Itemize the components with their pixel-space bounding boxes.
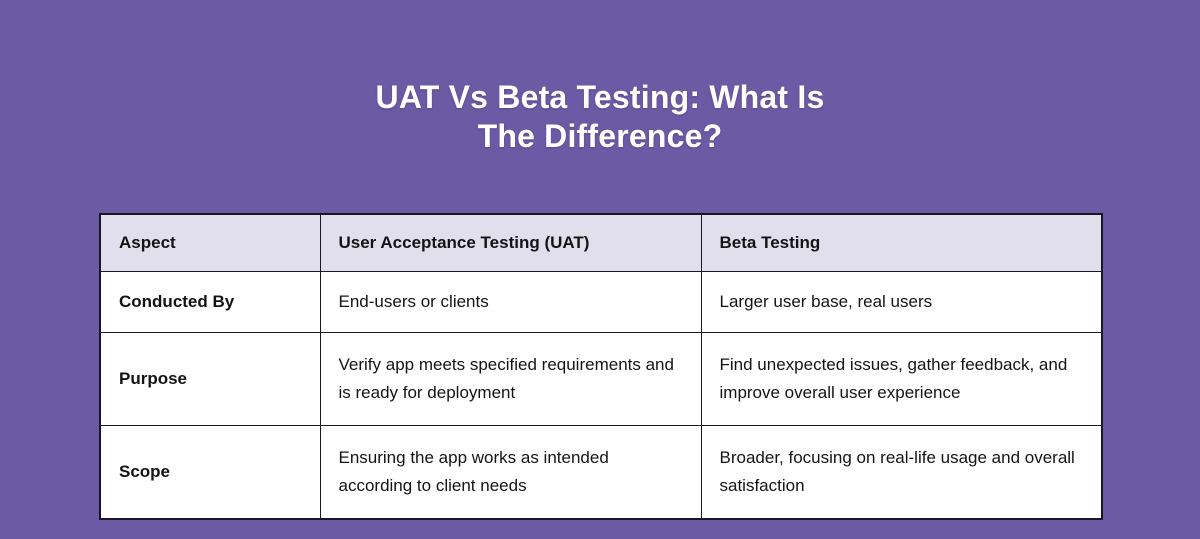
cell-uat: Ensuring the app works as intended accor… [319, 425, 702, 520]
cell-uat: Verify app meets specified requirements … [319, 332, 702, 426]
page-title: UAT Vs Beta Testing: What Is The Differe… [0, 78, 1200, 156]
table-row-purpose: Purpose Verify app meets specified requi… [99, 332, 1103, 426]
table-row-conducted-by: Conducted By End-users or clients Larger… [99, 271, 1103, 333]
page-title-line2: The Difference? [477, 118, 723, 154]
table-row-scope: Scope Ensuring the app works as intended… [99, 425, 1103, 520]
column-header-beta: Beta Testing [700, 213, 1103, 272]
column-header-uat: User Acceptance Testing (UAT) [319, 213, 702, 272]
cell-uat: End-users or clients [319, 271, 702, 333]
cell-beta: Find unexpected issues, gather feedback,… [700, 332, 1103, 426]
comparison-table: Aspect User Acceptance Testing (UAT) Bet… [99, 213, 1103, 520]
page-title-line1: UAT Vs Beta Testing: What Is [375, 79, 825, 115]
cell-aspect: Conducted By [99, 271, 321, 333]
cell-aspect: Purpose [99, 332, 321, 426]
column-header-aspect: Aspect [99, 213, 321, 272]
table-header-row: Aspect User Acceptance Testing (UAT) Bet… [99, 213, 1103, 272]
cell-beta: Larger user base, real users [700, 271, 1103, 333]
cell-aspect: Scope [99, 425, 321, 520]
cell-beta: Broader, focusing on real-life usage and… [700, 425, 1103, 520]
